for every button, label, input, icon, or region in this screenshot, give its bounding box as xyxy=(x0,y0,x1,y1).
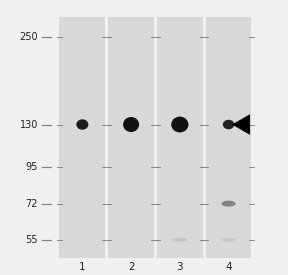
Ellipse shape xyxy=(221,200,236,207)
Bar xyxy=(108,17,154,258)
Ellipse shape xyxy=(172,238,188,241)
Ellipse shape xyxy=(223,120,234,129)
Ellipse shape xyxy=(123,117,139,132)
Ellipse shape xyxy=(171,117,188,133)
Text: 2: 2 xyxy=(128,262,134,273)
Text: 3: 3 xyxy=(177,262,183,273)
Ellipse shape xyxy=(76,119,88,130)
Text: 4: 4 xyxy=(225,262,232,273)
Bar xyxy=(42,17,251,258)
Polygon shape xyxy=(232,114,250,135)
Bar xyxy=(157,17,203,258)
Text: 95: 95 xyxy=(26,161,38,172)
Ellipse shape xyxy=(221,238,236,241)
Text: 72: 72 xyxy=(25,199,38,209)
Bar xyxy=(59,17,105,258)
Text: 250: 250 xyxy=(19,32,38,42)
Text: 55: 55 xyxy=(25,235,38,245)
Text: 1: 1 xyxy=(79,262,86,273)
Bar xyxy=(206,17,251,258)
Text: 130: 130 xyxy=(20,120,38,130)
